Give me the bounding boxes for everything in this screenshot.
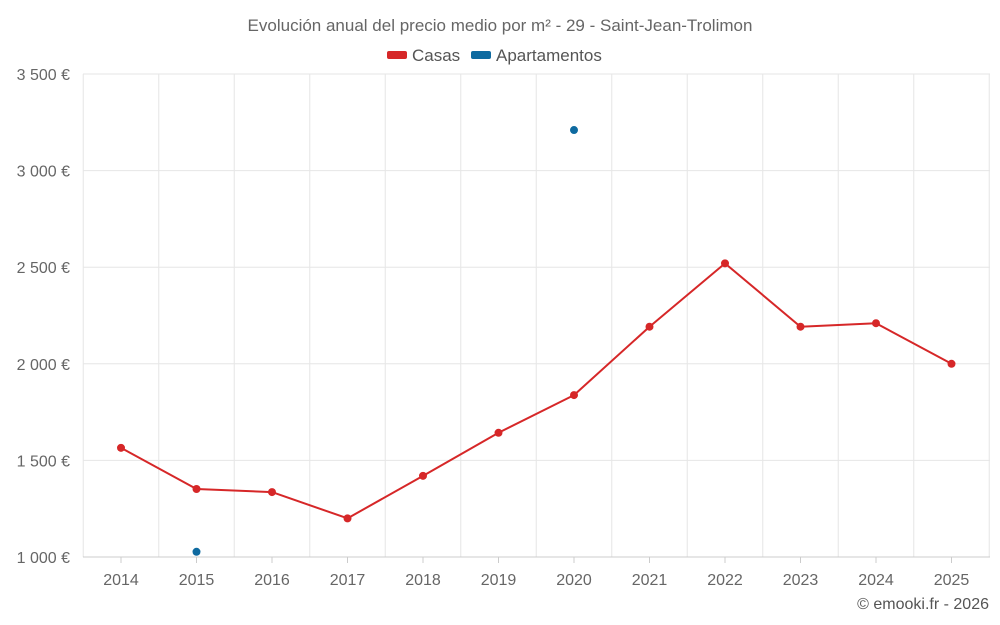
x-tick-label: 2019 [481, 572, 517, 589]
x-tick-label: 2018 [405, 572, 441, 589]
data-point-casas [721, 259, 729, 268]
data-point-casas [872, 319, 880, 328]
series-apartamentos [192, 126, 578, 556]
series [117, 126, 956, 556]
data-point-casas [494, 428, 503, 437]
x-tick-label: 2022 [707, 572, 743, 589]
x-tick-label: 2016 [254, 572, 290, 589]
x-tick-label: 2021 [632, 572, 668, 589]
axes: 1 000 € 1 500 € 2 000 € 2 500 € 3 000 € 3 500… [17, 67, 990, 589]
legend-swatch-apartamentos [471, 51, 491, 59]
data-point-casas [419, 471, 427, 480]
data-point-casas [343, 514, 352, 523]
legend-item-casas[interactable]: Casas [387, 46, 460, 65]
data-point-casas [268, 488, 276, 497]
data-point-apartamentos [192, 547, 201, 556]
data-point-casas [796, 322, 805, 331]
data-point-casas [192, 484, 201, 493]
y-tick-label: 1 500 € [17, 453, 70, 470]
x-tick-label: 2024 [858, 572, 894, 589]
x-tick-label: 2025 [934, 572, 970, 589]
legend-label-apartamentos: Apartamentos [496, 46, 602, 65]
grid [82, 73, 990, 557]
chart-title: Evolución anual del precio medio por m² … [248, 16, 753, 35]
y-tick-label: 1 000 € [17, 550, 70, 567]
legend-label-casas: Casas [412, 46, 460, 65]
x-tick-label: 2020 [556, 572, 592, 589]
x-tick-label: 2014 [103, 572, 139, 589]
legend-item-apartamentos[interactable]: Apartamentos [471, 46, 602, 65]
y-tick-label: 3 000 € [17, 164, 70, 181]
y-tick-label: 2 000 € [17, 357, 70, 374]
series-casas [117, 259, 956, 523]
series-line-casas [120, 262, 952, 520]
x-tick-label: 2017 [330, 572, 366, 589]
data-point-casas [645, 322, 654, 331]
data-point-apartamentos [570, 126, 578, 135]
credit-text: © emooki.fr - 2026 [857, 596, 989, 613]
data-point-casas [570, 391, 578, 400]
legend: Casas Apartamentos [387, 46, 602, 65]
data-point-casas [117, 443, 125, 452]
legend-swatch-casas [387, 51, 407, 59]
y-tick-label: 3 500 € [17, 67, 70, 84]
x-tick-label: 2015 [179, 572, 215, 589]
y-tick-label: 2 500 € [17, 260, 70, 277]
x-tick-label: 2023 [783, 572, 819, 589]
data-point-casas [947, 359, 956, 368]
